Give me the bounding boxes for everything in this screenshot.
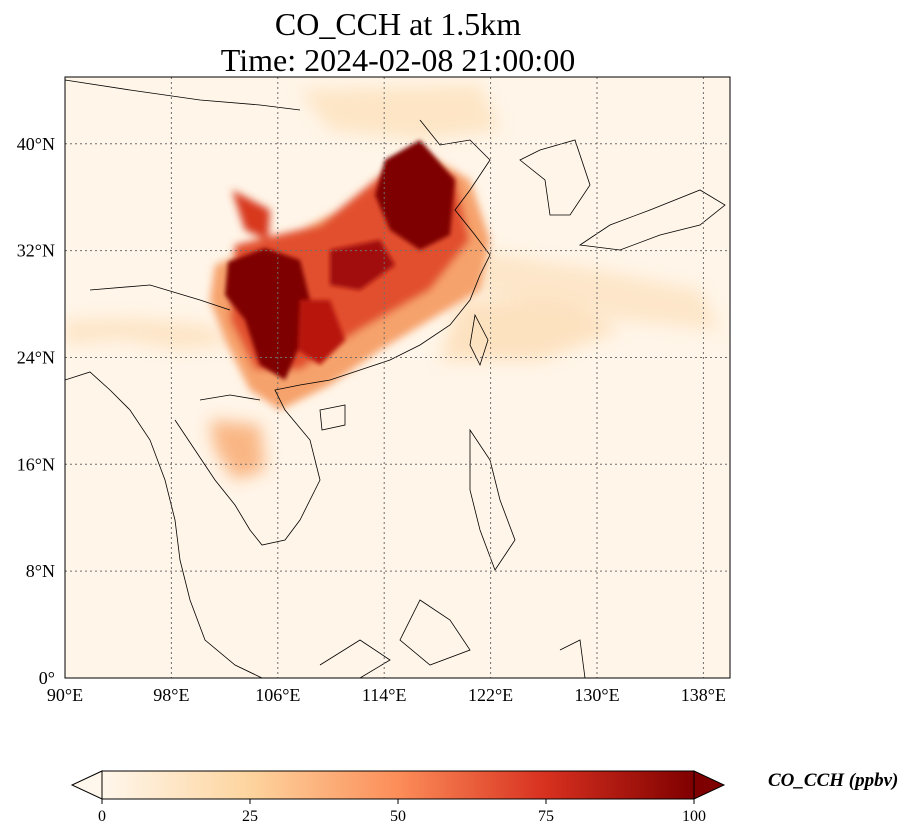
lat-axis: 0° 8°N 16°N 24°N 32°N 40°N: [17, 134, 55, 688]
colorbar-ticks: 0 25 50 75 100: [98, 799, 706, 825]
lat-tick-label: 24°N: [17, 347, 55, 367]
lon-axis: 90°E 98°E 106°E 114°E 122°E 130°E 138°E: [47, 685, 726, 705]
lat-tick-label: 40°N: [17, 134, 55, 154]
lon-tick-label: 138°E: [681, 685, 726, 705]
lat-tick-label: 0°: [39, 668, 55, 688]
colorbar-over-arrow: [693, 770, 726, 800]
colorbar-tick-label: 100: [682, 808, 706, 825]
colorbar-tick-label: 25: [242, 808, 258, 825]
lon-tick-label: 122°E: [468, 685, 513, 705]
coastlines: [65, 79, 726, 678]
map-panel: [65, 77, 730, 678]
title-line-2: Time: 2024-02-08 21:00:00: [220, 42, 576, 78]
lon-tick-label: 98°E: [153, 685, 189, 705]
lon-tick-label: 90°E: [47, 685, 83, 705]
map-frame: [64, 76, 731, 679]
colorbar-under-arrow: [70, 770, 103, 800]
colorbar-label: CO_CCH (ppbv): [768, 770, 899, 791]
colorbar-tick-label: 0: [98, 808, 106, 825]
colorbar-tick-label: 75: [538, 808, 554, 825]
gridlines: [65, 77, 730, 678]
lat-tick-label: 16°N: [17, 454, 55, 474]
colorbar: 0 25 50 75 100: [70, 770, 726, 825]
lon-tick-label: 130°E: [574, 685, 619, 705]
colorbar-tick-label: 50: [390, 808, 406, 825]
colorbar-bar: [101, 770, 695, 800]
concentration-field: [65, 85, 720, 480]
lat-tick-label: 32°N: [17, 241, 55, 261]
lat-tick-label: 8°N: [26, 561, 55, 581]
map-title: CO_CCH at 1.5km Time: 2024-02-08 21:00:0…: [0, 6, 796, 78]
title-line-1: CO_CCH at 1.5km: [274, 6, 522, 42]
lon-tick-label: 106°E: [255, 685, 300, 705]
lon-tick-label: 114°E: [362, 685, 407, 705]
